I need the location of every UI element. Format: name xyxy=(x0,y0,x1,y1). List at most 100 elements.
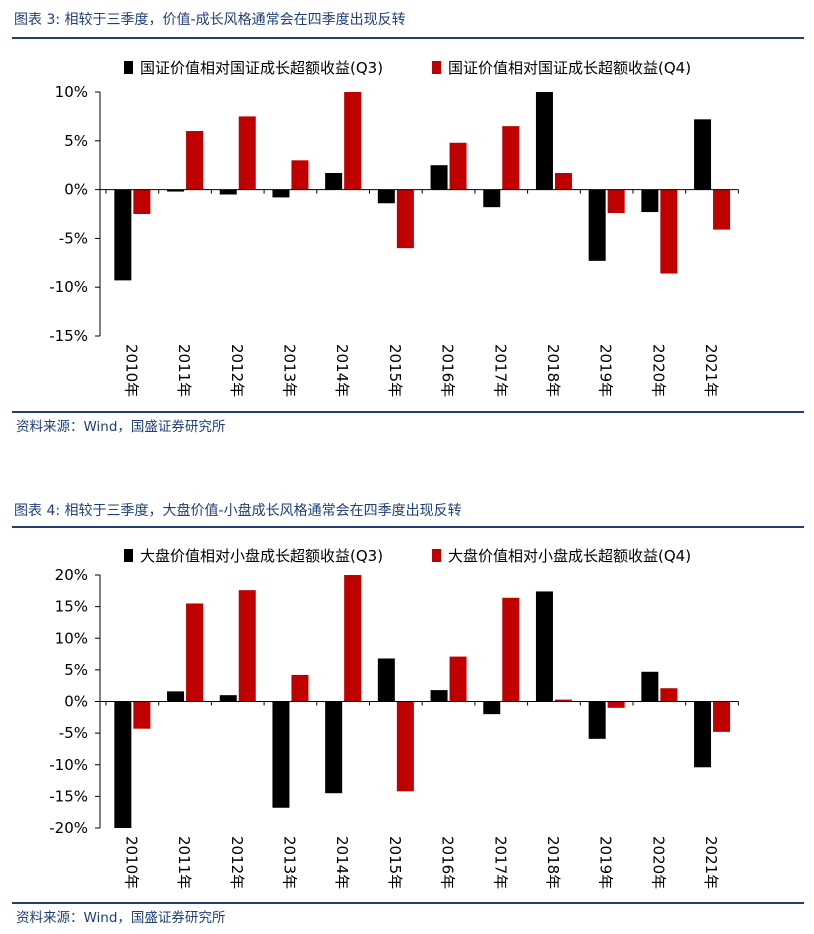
legend-item-q3: 国证价值相对国证成长超额收益(Q3) xyxy=(124,59,383,77)
bar-q3-2013年 xyxy=(272,701,290,808)
bar-q4-2011年 xyxy=(186,603,204,702)
x-tick-label: 2018年 xyxy=(544,836,562,889)
figure-3-source: 资料来源：Wind，国盛证券研究所 xyxy=(16,419,226,435)
bar-q3-2017年 xyxy=(483,701,501,715)
bar-q3-2019年 xyxy=(588,701,606,739)
bar-q4-2016年 xyxy=(449,142,467,190)
figure-4-bottom-rule xyxy=(12,902,804,904)
bar-q4-2019年 xyxy=(607,701,625,708)
bar-q4-2014年 xyxy=(344,92,362,190)
bar-q3-2012年 xyxy=(219,695,237,702)
x-tick-label: 2012年 xyxy=(228,836,246,889)
bar-q3-2014年 xyxy=(325,701,343,794)
x-tick-label: 2021年 xyxy=(702,344,720,397)
legend-item-q3: 大盘价值相对小盘成长超额收益(Q3) xyxy=(124,547,383,565)
legend-label: 国证价值相对国证成长超额收益(Q4) xyxy=(448,59,691,77)
bar-q4-2018年 xyxy=(554,173,572,190)
bar-q3-2010年 xyxy=(114,701,132,828)
bar-q3-2015年 xyxy=(377,189,395,204)
figure-3-top-rule xyxy=(12,37,804,39)
legend-swatch xyxy=(124,549,133,562)
x-tick-label: 2014年 xyxy=(333,836,351,889)
x-tick-label: 2015年 xyxy=(386,836,404,889)
legend-item-q4: 大盘价值相对小盘成长超额收益(Q4) xyxy=(432,547,691,565)
y-tick-label: 15% xyxy=(55,598,88,616)
bar-q3-2020年 xyxy=(641,189,659,213)
x-tick-label: 2012年 xyxy=(228,344,246,397)
x-tick-label: 2021年 xyxy=(702,836,720,889)
bar-q3-2018年 xyxy=(535,92,553,190)
x-tick-label: 2017年 xyxy=(491,344,509,397)
bar-q4-2018年 xyxy=(554,699,572,702)
bar-q4-2017年 xyxy=(502,597,520,702)
y-tick-label: -5% xyxy=(59,724,88,742)
bar-q4-2013年 xyxy=(291,160,309,190)
x-tick-label: 2010年 xyxy=(122,836,140,889)
bar-q4-2015年 xyxy=(396,701,414,792)
bar-q3-2018年 xyxy=(535,591,553,702)
bar-q3-2016年 xyxy=(430,165,448,190)
bar-q3-2013年 xyxy=(272,189,290,198)
x-tick-label: 2013年 xyxy=(280,344,298,397)
x-tick-label: 2011年 xyxy=(175,836,193,889)
x-tick-label: 2015年 xyxy=(386,344,404,397)
y-tick-label: 10% xyxy=(55,83,88,101)
bar-q4-2021年 xyxy=(713,701,731,732)
bar-q3-2019年 xyxy=(588,189,606,261)
x-tick-label: 2020年 xyxy=(649,836,667,889)
y-tick-label: -20% xyxy=(49,819,88,837)
y-tick-label: 0% xyxy=(64,693,88,711)
legend-swatch xyxy=(432,549,441,562)
y-tick-label: 20% xyxy=(55,566,88,584)
x-tick-label: 2017年 xyxy=(491,836,509,889)
bar-q4-2019年 xyxy=(607,189,625,214)
bar-q3-2015年 xyxy=(377,658,395,702)
y-tick-label: 0% xyxy=(64,181,88,199)
legend-label: 大盘价值相对小盘成长超额收益(Q4) xyxy=(448,547,691,565)
legend-label: 国证价值相对国证成长超额收益(Q3) xyxy=(140,59,383,77)
bar-q4-2020年 xyxy=(660,189,678,274)
y-tick-label: 5% xyxy=(64,661,88,679)
bar-q3-2016年 xyxy=(430,690,448,702)
bar-q3-2011年 xyxy=(167,189,185,192)
bar-q3-2021年 xyxy=(694,701,712,768)
x-tick-label: 2014年 xyxy=(333,344,351,397)
y-tick-label: -15% xyxy=(49,327,88,345)
y-tick-label: -10% xyxy=(49,278,88,296)
figure-4-top-rule xyxy=(12,526,804,528)
bar-q4-2011年 xyxy=(186,131,204,190)
bar-q3-2021年 xyxy=(694,119,712,190)
y-tick-label: -15% xyxy=(49,787,88,805)
x-tick-label: 2019年 xyxy=(597,344,615,397)
bar-q4-2017年 xyxy=(502,126,520,190)
bar-q4-2016年 xyxy=(449,656,467,702)
x-tick-label: 2011年 xyxy=(175,344,193,397)
bar-q3-2011年 xyxy=(167,691,185,702)
x-tick-label: 2010年 xyxy=(122,344,140,397)
bar-q4-2015年 xyxy=(396,189,414,249)
x-tick-label: 2016年 xyxy=(439,344,457,397)
bar-q4-2012年 xyxy=(238,590,256,702)
figure-4-title: 图表 4: 相较于三季度，大盘价值-小盘成长风格通常会在四季度出现反转 xyxy=(14,503,462,519)
legend-item-q4: 国证价值相对国证成长超额收益(Q4) xyxy=(432,59,691,77)
bar-q4-2013年 xyxy=(291,674,309,702)
bar-q4-2021年 xyxy=(713,189,731,230)
y-tick-label: 5% xyxy=(64,132,88,150)
legend-swatch xyxy=(432,61,441,74)
y-tick-label: -5% xyxy=(59,229,88,247)
x-tick-label: 2013年 xyxy=(280,836,298,889)
bar-q4-2014年 xyxy=(344,575,362,702)
figure-3-title: 图表 3: 相较于三季度，价值-成长风格通常会在四季度出现反转 xyxy=(14,12,406,28)
bar-q4-2012年 xyxy=(238,116,256,190)
bar-q3-2010年 xyxy=(114,189,132,281)
chart-figure-3: 国证价值相对国证成长超额收益(Q3) 国证价值相对国证成长超额收益(Q4) 10% 5… xyxy=(49,59,739,397)
chart-figure-4: 大盘价值相对小盘成长超额收益(Q3) 大盘价值相对小盘成长超额收益(Q4) 20% 1… xyxy=(49,547,739,889)
bar-q4-2010年 xyxy=(133,701,151,729)
x-tick-label: 2018年 xyxy=(544,344,562,397)
x-tick-label: 2020年 xyxy=(649,344,667,397)
y-tick-label: -10% xyxy=(49,756,88,774)
bar-q3-2014年 xyxy=(325,173,343,190)
bar-q4-2020年 xyxy=(660,688,678,702)
y-tick-label: 10% xyxy=(55,629,88,647)
figure-4-source: 资料来源：Wind，国盛证券研究所 xyxy=(16,910,226,926)
